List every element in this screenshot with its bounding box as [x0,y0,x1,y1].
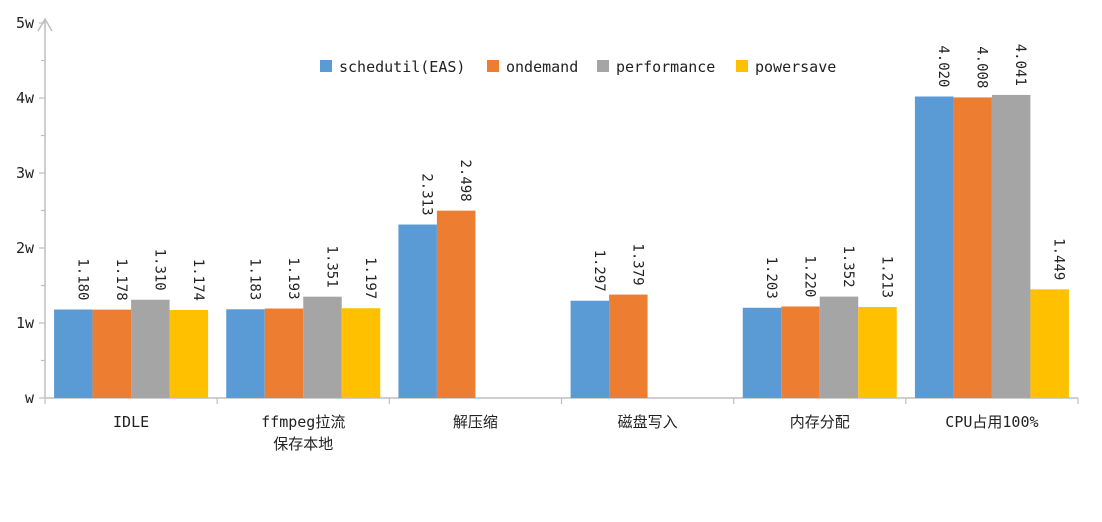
y-tick-label: 2w [16,239,35,257]
bar [570,300,610,398]
bar [1030,289,1069,398]
x-category-label: 保存本地 [273,435,333,453]
bar-value-label: 1.213 [879,256,895,298]
bar [819,296,859,398]
bar-value-label: 4.041 [1012,44,1028,86]
legend-swatch [487,60,499,72]
bar [226,309,265,398]
x-category-label: 解压缩 [453,413,498,431]
legend-swatch [320,60,332,72]
legend-label: ondemand [506,58,578,76]
bar [609,294,648,398]
bar-value-label: 1.197 [362,257,378,299]
bars [54,94,1069,399]
y-tick-label: 3w [16,164,35,182]
bar-value-label: 1.183 [247,258,263,300]
bar-value-label: 2.313 [419,173,435,215]
bar-value-label: 1.178 [113,258,129,300]
bar [92,309,132,398]
bar [264,308,304,398]
bar-value-label: 2.498 [457,159,473,201]
y-tick-label: 1w [16,314,35,332]
bar [436,210,476,398]
bar-value-label: 1.310 [151,249,167,291]
bar [303,296,342,398]
bar [341,308,381,398]
bar-value-label: 1.174 [190,259,206,301]
bar [742,307,782,398]
bar [54,309,93,398]
legend-swatch [736,60,748,72]
bar [169,309,209,398]
y-tick-label: 4w [16,89,35,107]
x-category-label: ffmpeg拉流 [261,413,345,431]
bar [858,307,897,398]
bar-value-label: 1.220 [802,255,818,297]
bar-value-label: 4.008 [974,46,990,88]
bar-value-label: 1.193 [285,257,301,299]
bar [398,224,437,398]
bar-value-label: 1.379 [629,243,645,285]
bar [131,299,170,398]
bar-value-label: 1.352 [840,245,856,287]
x-category-label: 磁盘写入 [618,413,678,431]
y-axis-arrow [37,17,53,32]
bar-value-label: 1.449 [1051,238,1067,280]
bar-value-label: 1.297 [591,250,607,292]
bar [781,306,820,398]
bar [953,97,992,399]
bar-value-label: 1.351 [324,246,340,288]
bar [991,94,1031,399]
bar-value-label: 1.180 [74,258,90,300]
legend-label: powersave [755,58,836,76]
bar [914,96,954,398]
legend-swatch [597,60,609,72]
x-category-label: 内存分配 [790,413,850,431]
y-tick-label: w [25,389,35,407]
legend: schedutil(EAS) ondemand performance powersa… [320,58,836,76]
bar-value-label: 1.203 [763,257,779,299]
bar-value-label: 4.020 [935,45,951,87]
x-category-label: IDLE [113,413,149,431]
legend-label: performance [616,58,715,76]
data-labels: 1.180 1.183 2.313 1.297 1.203 4.020 1.178 1.193… [74,44,1066,301]
legend-label: schedutil(EAS) [339,58,465,76]
y-tick-label: 5w [16,14,35,32]
x-category-label: CPU占用100% [945,413,1038,431]
